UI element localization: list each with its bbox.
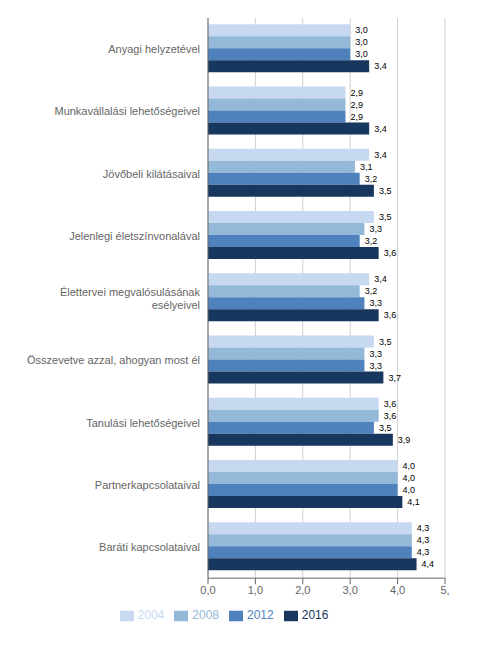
svg-text:3,5: 3,5 (379, 186, 392, 196)
svg-text:3,6: 3,6 (384, 310, 397, 320)
svg-text:Összevetve azzal, ahogyan most: Összevetve azzal, ahogyan most él (27, 354, 200, 366)
svg-text:2,9: 2,9 (350, 100, 363, 110)
svg-text:3,0: 3,0 (355, 25, 368, 35)
svg-text:3,4: 3,4 (374, 124, 387, 134)
svg-text:3,2: 3,2 (365, 174, 378, 184)
svg-text:3,4: 3,4 (374, 150, 387, 160)
svg-text:3,5: 3,5 (379, 423, 392, 433)
svg-text:3,3: 3,3 (369, 361, 382, 371)
svg-text:4,0: 4,0 (403, 461, 416, 471)
svg-text:5,: 5, (440, 584, 449, 596)
svg-text:1,0: 1,0 (248, 584, 263, 596)
svg-text:3,3: 3,3 (369, 349, 382, 359)
svg-text:4,3: 4,3 (417, 523, 430, 533)
svg-text:4,1: 4,1 (407, 497, 420, 507)
svg-text:0,0: 0,0 (200, 584, 215, 596)
svg-text:3,9: 3,9 (398, 435, 411, 445)
svg-text:3,3: 3,3 (369, 224, 382, 234)
svg-text:2,0: 2,0 (295, 584, 310, 596)
svg-text:3,3: 3,3 (369, 298, 382, 308)
svg-text:3,2: 3,2 (365, 286, 378, 296)
svg-text:3,6: 3,6 (384, 411, 397, 421)
svg-text:3,1: 3,1 (360, 162, 373, 172)
html-text:2004: 2004 (137, 608, 165, 623)
svg-text:4,4: 4,4 (422, 559, 435, 569)
svg-text:Jelenlegi életszínvonalával: Jelenlegi életszínvonalával (69, 230, 200, 242)
svg-text:3,4: 3,4 (374, 274, 387, 284)
svg-text:4,3: 4,3 (417, 547, 430, 557)
svg-text:4,0: 4,0 (403, 485, 416, 495)
svg-text:3,0: 3,0 (355, 49, 368, 59)
svg-text:2,9: 2,9 (350, 112, 363, 122)
svg-text:3,4: 3,4 (374, 61, 387, 71)
svg-text:Tanulási lehetőségeivel: Tanulási lehetőségeivel (86, 417, 200, 429)
svg-text:3,6: 3,6 (384, 248, 397, 258)
svg-text:4,0: 4,0 (390, 584, 405, 596)
svg-text:3,0: 3,0 (355, 37, 368, 47)
svg-text:Jövőbeli kilátásaival: Jövőbeli kilátásaival (103, 168, 200, 180)
svg-text:3,6: 3,6 (384, 399, 397, 409)
svg-text:Baráti kapcsolataival: Baráti kapcsolataival (99, 541, 200, 553)
svg-text:Munkavállalási lehetőségeivel: Munkavállalási lehetőségeivel (54, 105, 200, 117)
svg-text:Partnerkapcsolataival: Partnerkapcsolataival (95, 479, 200, 491)
svg-text:2,9: 2,9 (350, 88, 363, 98)
svg-text:3,5: 3,5 (379, 212, 392, 222)
svg-text:Anyagi helyzetével: Anyagi helyzetével (108, 43, 200, 55)
svg-text:3,5: 3,5 (379, 337, 392, 347)
html-text:2016: 2016 (301, 608, 329, 623)
svg-text:4,0: 4,0 (403, 473, 416, 483)
svg-text:Élettervei megvalósulásánakesé: Élettervei megvalósulásánakesélyeivel (60, 286, 201, 311)
svg-text:4,3: 4,3 (417, 535, 430, 545)
svg-text:3,7: 3,7 (388, 373, 401, 383)
svg-text:3,0: 3,0 (343, 584, 358, 596)
html-text:2012: 2012 (247, 608, 274, 623)
html-text:2008: 2008 (192, 608, 219, 623)
svg-text:3,2: 3,2 (365, 236, 378, 246)
